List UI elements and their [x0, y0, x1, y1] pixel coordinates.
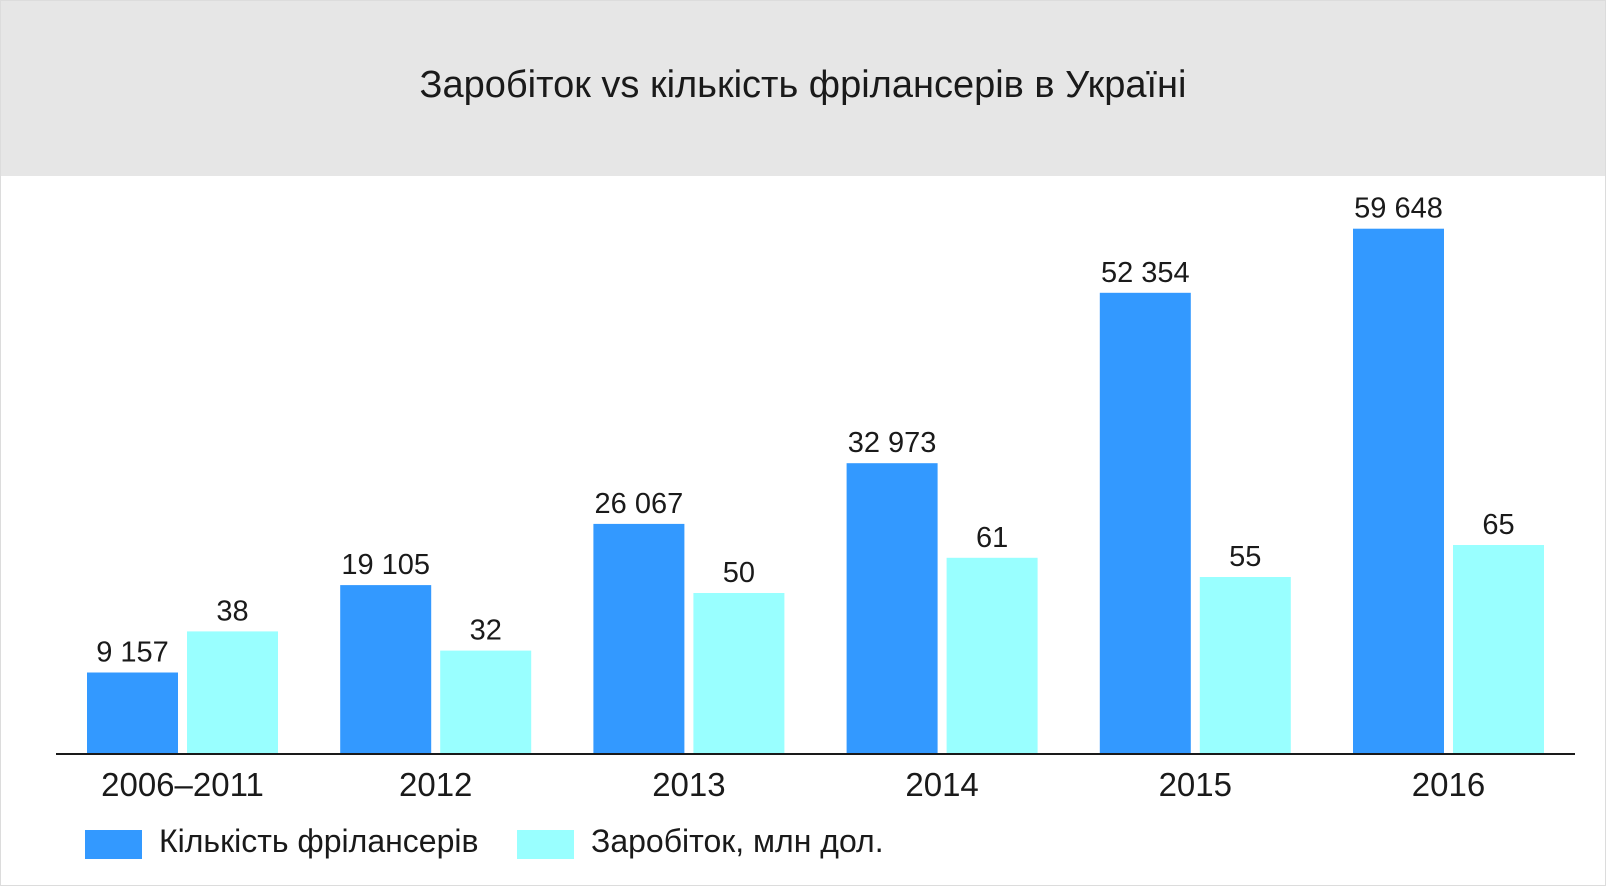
bar-freelancers-4	[1099, 292, 1191, 753]
legend-swatch-freelancers	[85, 830, 142, 859]
data-label-freelancers-5: 59 648	[1354, 193, 1443, 225]
x-tick-label-2: 2013	[652, 766, 725, 803]
bar-freelancers-5	[1353, 228, 1444, 753]
x-tick-label-0: 2006–2011	[101, 766, 264, 803]
data-label-freelancers-4: 52 354	[1101, 257, 1190, 289]
data-label-earnings-2: 50	[723, 557, 755, 589]
data-label-freelancers-1: 19 105	[341, 549, 430, 581]
title-band	[1, 1, 1605, 176]
x-tick-label-3: 2014	[905, 766, 978, 803]
legend-label-earnings: Заробіток, млн дол.	[591, 823, 884, 859]
bar-earnings-1	[440, 650, 532, 753]
data-label-earnings-5: 65	[1482, 509, 1514, 541]
data-label-freelancers-2: 26 067	[595, 488, 684, 520]
bar-earnings-3	[946, 557, 1038, 753]
legend-swatch-earnings	[517, 830, 574, 859]
chart-title: Заробіток vs кількість фрілансерів в Укр…	[419, 64, 1187, 106]
bar-freelancers-1	[340, 585, 432, 753]
data-label-earnings-3: 61	[976, 522, 1008, 554]
bar-earnings-0	[187, 631, 278, 753]
bar-earnings-5	[1453, 545, 1544, 753]
x-tick-label-5: 2016	[1412, 766, 1485, 803]
data-label-earnings-0: 38	[216, 595, 248, 627]
bar-freelancers-2	[593, 523, 685, 753]
x-tick-label-1: 2012	[399, 766, 472, 803]
x-tick-label-4: 2015	[1159, 766, 1232, 803]
data-label-earnings-4: 55	[1229, 541, 1261, 573]
legend-label-freelancers: Кількість фрілансерів	[159, 823, 479, 859]
bar-freelancers-3	[846, 463, 938, 753]
bar-earnings-4	[1199, 577, 1291, 753]
data-label-freelancers-0: 9 157	[96, 637, 169, 669]
data-label-freelancers-3: 32 973	[848, 427, 937, 459]
data-label-earnings-1: 32	[470, 615, 502, 647]
bar-earnings-2	[693, 593, 785, 753]
bar-freelancers-0	[87, 672, 178, 753]
